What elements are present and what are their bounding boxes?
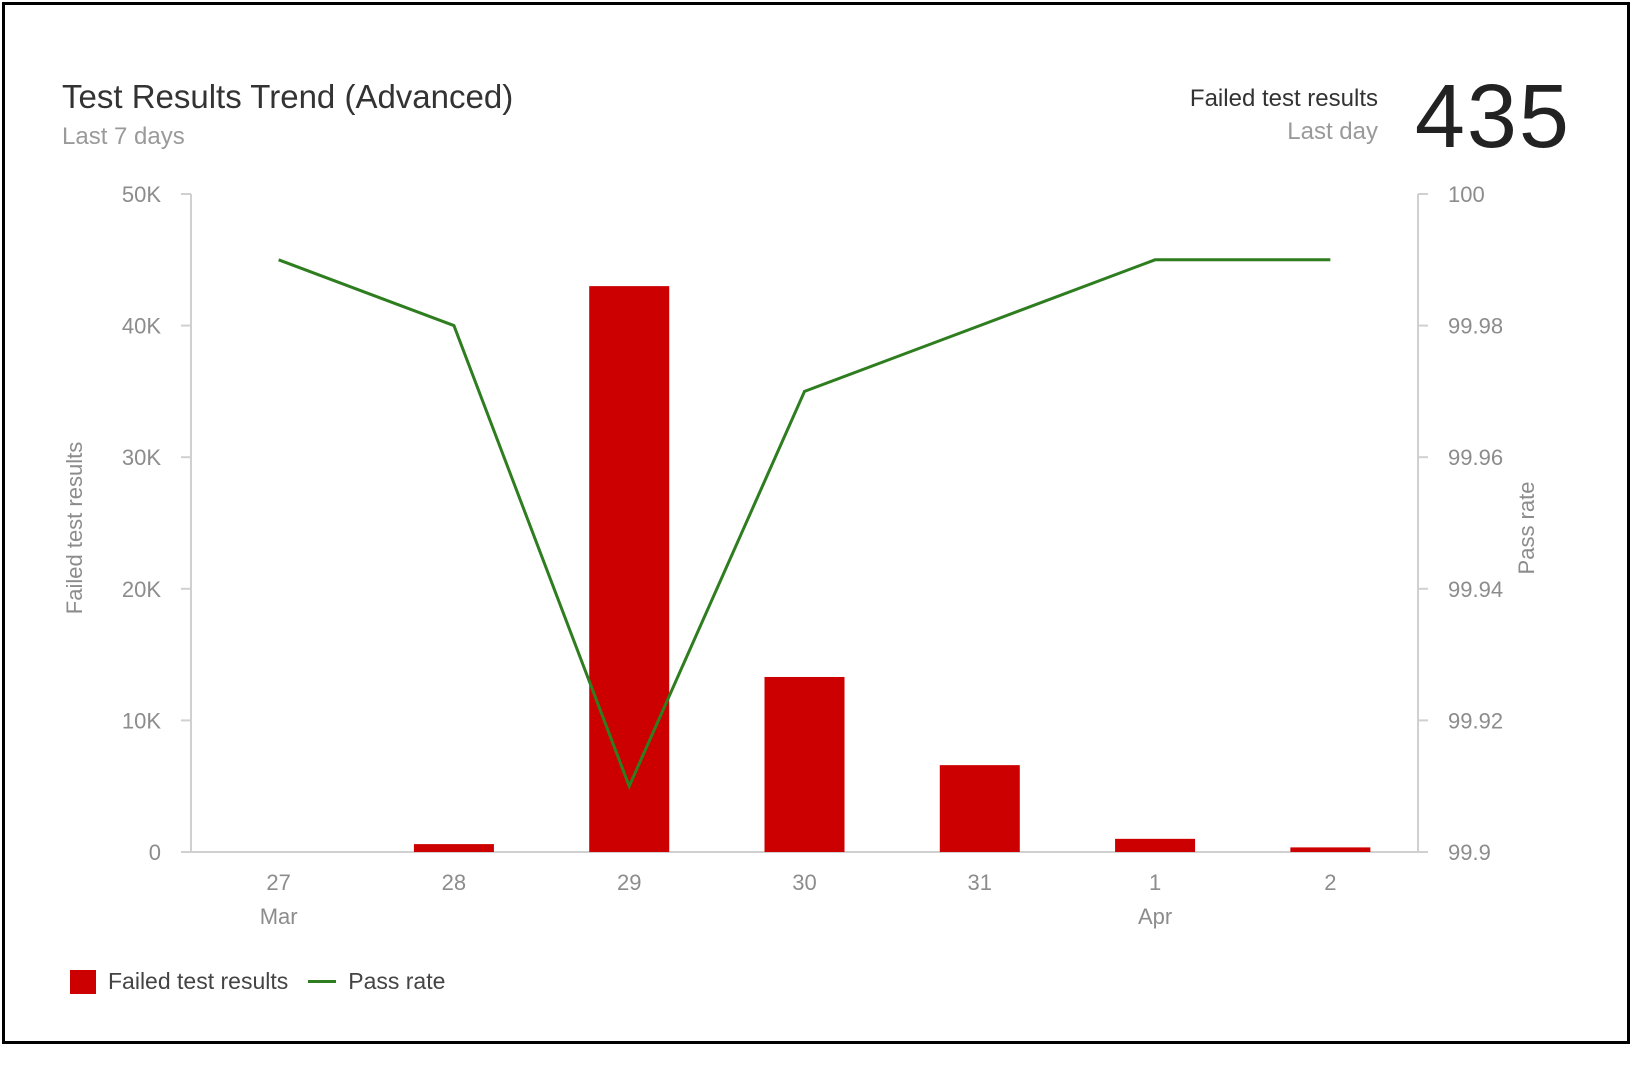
- x-tick-label: 31: [968, 870, 992, 895]
- y-right-tick-label: 99.98: [1448, 314, 1503, 339]
- chart-widget: [2, 2, 1630, 1044]
- x-tick-label: 1: [1149, 870, 1161, 895]
- y-right-axis-title: Pass rate: [1514, 482, 1539, 575]
- legend-label-failed: Failed test results: [108, 968, 289, 994]
- bar: [764, 676, 845, 852]
- y-right-tick-label: 99.96: [1448, 445, 1503, 470]
- axis-labels: 0 10K 20K 30K 40K 50K 99.9 99.92 99.94 99.96 99.98…: [62, 182, 1539, 929]
- y-axis-title: Failed test results: [62, 442, 87, 614]
- y-tick-label: 0: [149, 840, 161, 865]
- kpi-label: Failed test results: [1189, 85, 1378, 112]
- y-tick-label: 10K: [122, 708, 161, 733]
- legend-swatch-line: [308, 980, 337, 983]
- pass-rate-line: [278, 258, 1331, 791]
- legend-label-pass-rate: Pass rate: [348, 968, 446, 994]
- y-tick-label: 40K: [122, 314, 161, 339]
- x-tick-label: 2: [1324, 870, 1336, 895]
- x-tick-label: 27: [266, 870, 290, 895]
- y-tick-label: 20K: [122, 577, 161, 602]
- kpi-value: 435: [1414, 67, 1571, 167]
- page-title: Test Results Trend (Advanced): [62, 78, 514, 115]
- page-subtitle: Last 7 days: [62, 123, 185, 150]
- legend: Failed test results Pass rate: [70, 968, 445, 995]
- x-tick-sublabel: Apr: [1138, 904, 1172, 929]
- line-series: [278, 258, 1331, 791]
- bar: [939, 765, 1020, 852]
- bar: [589, 286, 670, 852]
- x-tick-label: 29: [617, 870, 641, 895]
- x-tick-label: 28: [442, 870, 466, 895]
- kpi-sublabel: Last day: [1287, 118, 1378, 145]
- y-right-tick-label: 99.9: [1448, 840, 1491, 865]
- bar: [1115, 838, 1196, 852]
- y-right-tick-label: 99.94: [1448, 577, 1503, 602]
- bar: [1290, 847, 1371, 852]
- y-right-tick-label: 100: [1448, 182, 1485, 207]
- x-tick-label: 30: [792, 870, 816, 895]
- bar-series: [413, 286, 1371, 852]
- y-right-tick-label: 99.92: [1448, 708, 1503, 733]
- x-tick-sublabel: Mar: [260, 904, 298, 929]
- y-tick-label: 30K: [122, 445, 161, 470]
- y-tick-label: 50K: [122, 182, 161, 207]
- legend-swatch-bar: [70, 969, 96, 994]
- bar: [413, 844, 494, 852]
